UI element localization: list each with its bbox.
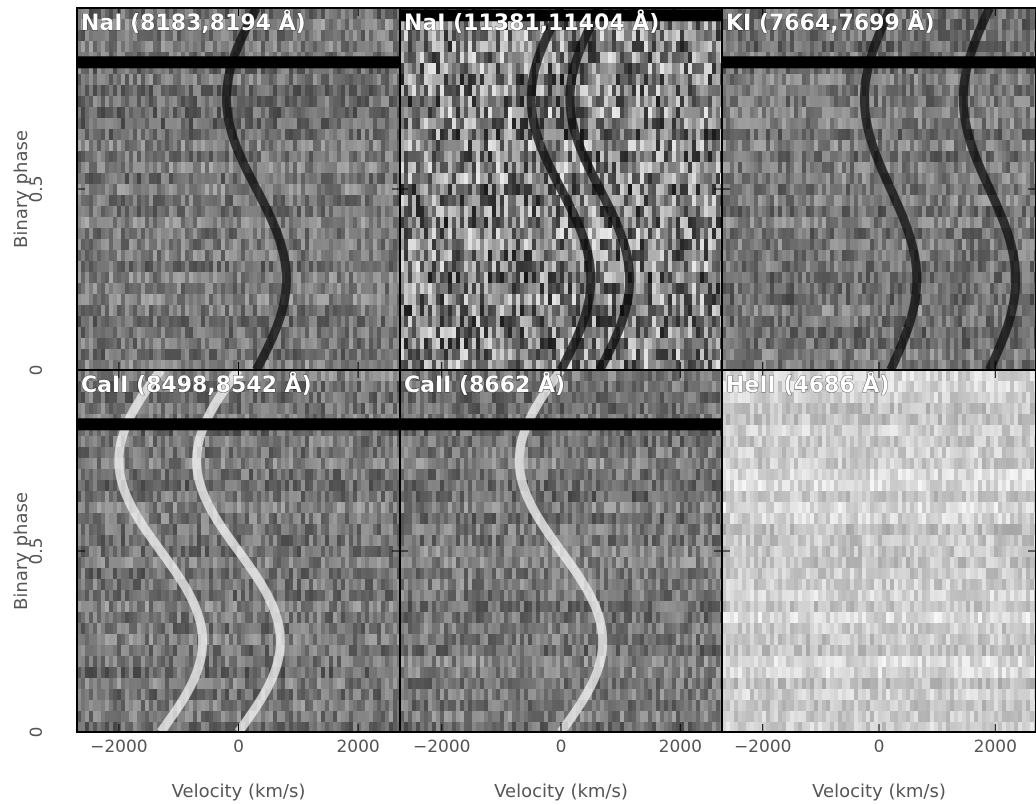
x-tick-label: 0 xyxy=(556,737,567,757)
x-tick-label: 2000 xyxy=(659,737,702,757)
panel-title: HeII (4686 Å) xyxy=(726,372,889,398)
y-tick-label: 0.5 xyxy=(27,537,47,564)
y-tick-label: 0 xyxy=(27,365,47,376)
x-tick-label: 0 xyxy=(874,737,885,757)
x-tick-label: −2000 xyxy=(413,737,471,757)
data-gap-bar xyxy=(400,418,722,431)
velocity-track-0 xyxy=(526,8,596,370)
y-tick-label: 0.5 xyxy=(27,175,47,202)
spectrum-background xyxy=(77,8,400,370)
velocity-track-1 xyxy=(565,8,635,370)
spectrum-background xyxy=(400,8,722,370)
spectrum-background xyxy=(77,370,400,732)
velocity-track-0 xyxy=(221,8,291,370)
data-gap-bar xyxy=(77,418,400,431)
panel-1: NaI (11381,11404 Å) xyxy=(399,7,723,371)
velocity-track-0 xyxy=(514,370,608,732)
panel-3: CaII (8498,8542 Å) xyxy=(76,369,401,733)
x-tick-label: 2000 xyxy=(336,737,379,757)
y-tick-label: 0 xyxy=(27,727,47,738)
data-gap-bar xyxy=(77,56,400,69)
velocity-track-1 xyxy=(192,370,285,732)
spectrum-background xyxy=(400,370,722,732)
panel-title: CaII (8662 Å) xyxy=(404,372,565,398)
x-axis-label: Velocity (km/s) xyxy=(172,781,306,802)
x-tick-label: −2000 xyxy=(734,737,792,757)
panel-0: NaI (8183,8194 Å) xyxy=(76,7,401,371)
velocity-track-0 xyxy=(860,8,922,370)
panel-2: KI (7664,7699 Å) xyxy=(721,7,1036,371)
y-axis-label: Binary phase xyxy=(11,492,32,610)
panel-title: CaII (8498,8542 Å) xyxy=(81,372,312,398)
data-gap-bar xyxy=(722,56,1036,69)
spectrum-background xyxy=(722,370,1036,732)
x-tick-label: 2000 xyxy=(974,737,1017,757)
x-axis-label: Velocity (km/s) xyxy=(812,781,946,802)
panel-title: NaI (8183,8194 Å) xyxy=(81,10,306,36)
panel-4: CaII (8662 Å) xyxy=(399,369,723,733)
x-axis-label: Velocity (km/s) xyxy=(494,781,628,802)
panel-title: NaI (11381,11404 Å) xyxy=(404,10,659,36)
velocity-track-0 xyxy=(114,370,208,732)
x-tick-label: −2000 xyxy=(90,737,148,757)
panel-5: HeII (4686 Å) xyxy=(721,369,1036,733)
panels-layer: NaI (8183,8194 Å) NaI (11381,11404 Å) KI (… xyxy=(76,7,1036,733)
panel-title: KI (7664,7699 Å) xyxy=(726,10,935,36)
velocity-track-1 xyxy=(958,8,1021,370)
x-tick-label: 0 xyxy=(233,737,244,757)
y-axis-label: Binary phase xyxy=(11,130,32,248)
